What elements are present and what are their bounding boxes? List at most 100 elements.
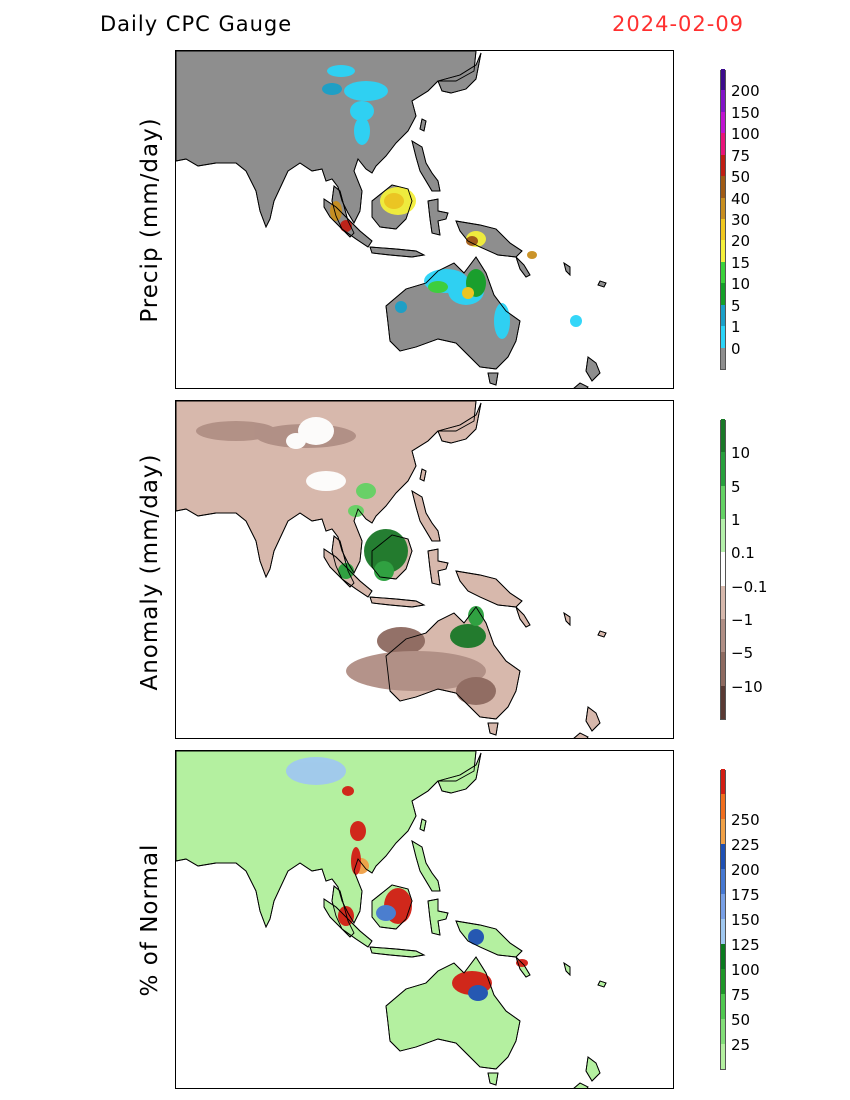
rain-blob-19 — [527, 251, 537, 259]
colorbar-segment — [721, 994, 725, 1019]
rain-blob-10 — [466, 236, 478, 246]
colorbar-tick-label: 0.1 — [731, 544, 755, 563]
map-date: 2024-02-09 — [612, 12, 745, 36]
colorbar-segment — [721, 919, 725, 944]
rain-blob-18 — [570, 315, 582, 327]
colorbar-segment — [721, 69, 725, 91]
colorbar-tick-label: 100 — [731, 961, 760, 979]
colorbar-tick-label: 25 — [731, 1036, 751, 1054]
rain-blob-11 — [306, 471, 346, 491]
colorbar-tick-label: 150 — [731, 103, 760, 122]
colorbar-tick-label: 75 — [731, 986, 751, 1004]
rain-blob-14 — [348, 505, 364, 517]
colorbar-segment — [721, 1044, 725, 1069]
colorbar-tick-label: −0.1 — [731, 577, 768, 596]
colorbar-tick-label: 250 — [731, 811, 760, 829]
panel-anomaly-ylabel: Anomaly (mm/day) — [137, 453, 163, 691]
colorbar-tick-label: 200 — [731, 82, 760, 101]
colorbar-tick-label: 50 — [731, 1011, 751, 1029]
colorbar-tick-label: 0 — [731, 339, 741, 358]
rain-blob-1 — [196, 421, 276, 441]
rain-blob-10 — [298, 417, 334, 445]
rain-blob-6 — [468, 606, 484, 626]
precip-map — [175, 50, 674, 389]
colorbar-segment — [721, 219, 725, 241]
colorbar-tick-label: 5 — [731, 296, 741, 315]
land-philippines — [411, 490, 441, 542]
colorbar-tick-label: 30 — [731, 211, 751, 229]
land-philippines — [411, 140, 441, 192]
precip-colorbar — [720, 69, 726, 370]
rain-blob-14 — [428, 281, 448, 293]
rain-blob-0 — [344, 81, 388, 101]
colorbar-segment — [721, 326, 725, 348]
land-group — [176, 51, 607, 388]
colorbar-tick-label: 40 — [731, 189, 751, 208]
panel-precip-ylabel: Precip (mm/day) — [137, 117, 163, 323]
rain-blob-1 — [350, 821, 366, 841]
coastline-group — [176, 401, 607, 738]
colorbar-segment — [721, 769, 725, 794]
colorbar-segment — [721, 304, 725, 327]
colorbar-segment — [721, 419, 725, 453]
colorbar-segment — [721, 176, 725, 198]
colorbar-tick-label: 1 — [731, 511, 741, 529]
rain-blob-6 — [384, 193, 404, 209]
rain-blob-1 — [350, 101, 374, 121]
colorbar-segment — [721, 90, 725, 112]
rain-blob-11 — [286, 757, 346, 785]
colorbar-segment — [721, 261, 725, 284]
rain-blob-9 — [468, 929, 484, 945]
percent-normal-map — [175, 750, 674, 1089]
colorbar-segment — [721, 819, 725, 844]
panel-percent-ylabel: % of Normal — [137, 843, 163, 997]
rain-blob-3 — [351, 847, 361, 875]
colorbar-segment — [721, 685, 725, 719]
percent-normal-colorbar — [720, 769, 726, 1070]
colorbar-tick-label: 20 — [731, 232, 751, 251]
rain-blob-5 — [376, 905, 396, 921]
rain-blob-4 — [322, 83, 342, 95]
rain-blob-8 — [346, 651, 486, 691]
colorbar-segment — [721, 552, 725, 586]
rain-blob-7 — [377, 627, 425, 655]
colorbar-segment — [721, 197, 725, 219]
rain-blob-17 — [494, 303, 510, 339]
rain-blob-12 — [286, 433, 306, 449]
colorbar-segment — [721, 944, 725, 969]
colorbar-tick-label: 125 — [731, 936, 760, 954]
rain-blob-8 — [468, 985, 488, 1001]
colorbar-tick-label: 5 — [731, 477, 741, 496]
colorbar-tick-label: 10 — [731, 444, 751, 463]
coastline-group — [176, 751, 607, 1088]
anomaly-map — [175, 400, 674, 739]
colorbar-segment — [721, 111, 725, 134]
colorbar-tick-label: −10 — [731, 677, 763, 696]
rain-blob-2 — [364, 529, 408, 573]
colorbar-segment — [721, 519, 725, 553]
colorbar-tick-label: 175 — [731, 886, 760, 904]
coastline-group — [176, 51, 607, 388]
precip-overlay — [196, 417, 496, 705]
colorbar-segment — [721, 869, 725, 894]
rain-blob-3 — [327, 65, 355, 77]
land-island1 — [515, 606, 531, 628]
colorbar-segment — [721, 844, 725, 869]
anomaly-colorbar — [720, 419, 726, 720]
map-title: Daily CPC Gauge — [100, 12, 293, 36]
rain-blob-9 — [456, 677, 496, 705]
colorbar-tick-label: 150 — [731, 911, 760, 929]
land-island1 — [515, 256, 531, 278]
colorbar-tick-label: 15 — [731, 253, 751, 272]
colorbar-segment — [721, 894, 725, 919]
colorbar-segment — [721, 652, 725, 686]
colorbar-tick-label: 75 — [731, 146, 751, 165]
colorbar-tick-label: 1 — [731, 318, 741, 337]
rain-blob-5 — [450, 624, 486, 648]
rain-blob-13 — [356, 483, 376, 499]
colorbar-segment — [721, 240, 725, 262]
colorbar-segment — [721, 969, 725, 994]
colorbar-segment — [721, 154, 725, 177]
colorbar-segment — [721, 283, 725, 305]
colorbar-segment — [721, 133, 725, 155]
